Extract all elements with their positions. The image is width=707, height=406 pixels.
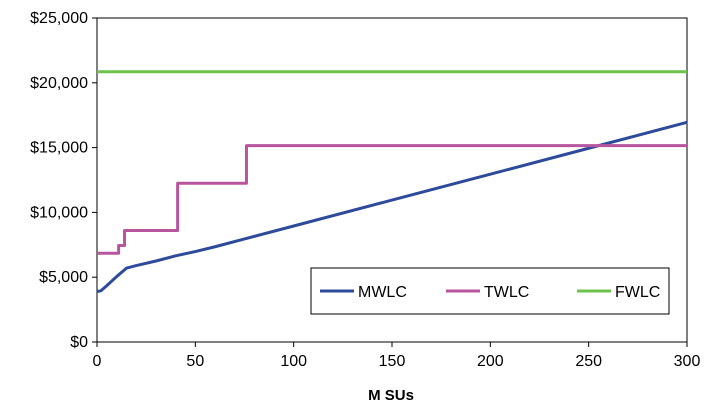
- legend: MWLC TWLC FWLC: [310, 267, 670, 315]
- x-tick-label: 300: [674, 353, 701, 370]
- x-axis-title: M SUs: [368, 387, 414, 404]
- x-tick-label: 0: [93, 353, 102, 370]
- legend-label-mwlc: MWLC: [358, 284, 407, 301]
- legend-label-twlc: TWLC: [484, 284, 529, 301]
- axes: $0 $5,000 $10,000 $15,000 $20,000 $25,000 0 50 1…: [30, 10, 700, 370]
- series-line-twlc: [97, 144, 687, 255]
- y-tick-label: $15,000: [30, 140, 88, 157]
- x-tick-label: 250: [575, 353, 602, 370]
- y-tick-label: $0: [70, 334, 88, 351]
- y-tick-label: $10,000: [30, 204, 88, 221]
- x-tick-label: 200: [477, 353, 504, 370]
- y-tick-label: $25,000: [30, 10, 88, 27]
- series-line-mwlc: [96, 120, 688, 293]
- series-layer: [96, 70, 688, 293]
- x-tick-label: 100: [280, 353, 307, 370]
- legend-label-fwlc: FWLC: [615, 284, 660, 301]
- x-tick-label: 150: [379, 353, 406, 370]
- x-tick-label: 50: [186, 353, 204, 370]
- y-tick-label: $5,000: [39, 269, 88, 286]
- y-tick-label: $20,000: [30, 75, 88, 92]
